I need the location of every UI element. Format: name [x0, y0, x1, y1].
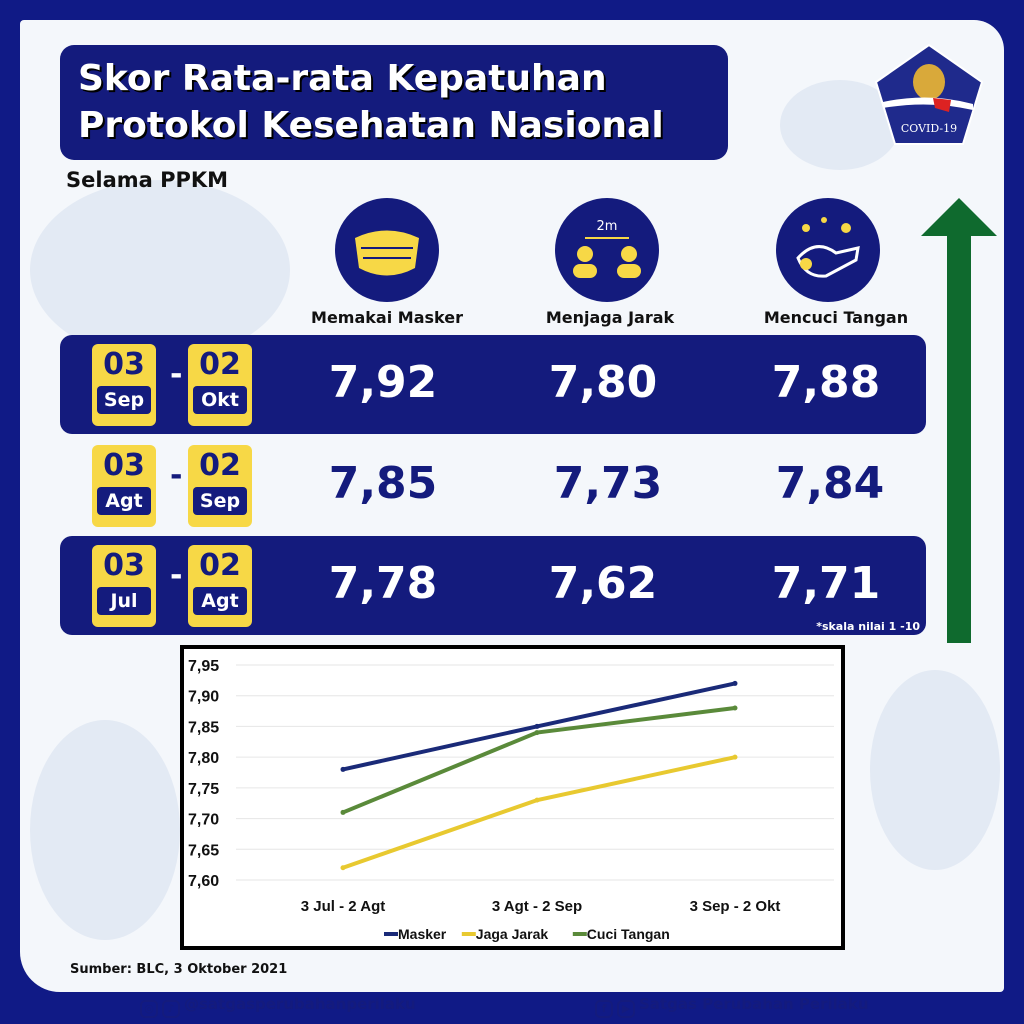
title-box: Skor Rata-rata Kepatuhan Protokol Keseha… [60, 45, 728, 160]
distance-label: 2m [597, 219, 618, 234]
scale-note: *skala nilai 1 -10 [816, 620, 920, 633]
instagram-icon[interactable]: ◎ [140, 1000, 158, 1018]
dash: - [170, 458, 183, 493]
day: 02 [199, 347, 241, 382]
date-to: 02 Sep [188, 445, 252, 527]
line-chart: 7,95 7,90 7,85 7,80 7,75 7,70 7,65 7,60 3 Jul - … [180, 645, 845, 950]
footer-social-left[interactable]: ◎ ♪ @satgasperubahanperilaku [140, 995, 416, 1018]
tiktok-icon[interactable]: ♪ [162, 1000, 180, 1018]
day: 02 [199, 448, 241, 483]
date-from: 03 Agt [92, 445, 156, 527]
data-point [732, 754, 738, 760]
month: Agt [193, 587, 247, 615]
day: 03 [103, 347, 145, 382]
footer-social-right[interactable]: f ▶ Satgas Perubahan Perilaku [595, 995, 869, 1018]
data-point [534, 723, 540, 729]
table-row: 03 Sep - 02 Okt 7,92 7,80 7,88 [60, 335, 926, 434]
table-row: 03 Agt - 02 Sep 7,85 7,73 7,84 [60, 436, 926, 535]
value-masker: 7,85 [328, 458, 438, 509]
date-from: 03 Sep [92, 344, 156, 426]
column-label-jarak: Menjaga Jarak [545, 308, 675, 327]
up-arrow-icon [921, 198, 997, 643]
y-tick-label: 7,95 [188, 658, 219, 675]
y-tick-label: 7,85 [188, 719, 219, 736]
data-point [732, 680, 738, 686]
title-line-2: Protokol Kesehatan Nasional [78, 105, 664, 146]
value-jarak: 7,62 [548, 558, 658, 609]
value-jarak: 7,73 [553, 458, 663, 509]
distance-icon: 2m [555, 198, 659, 302]
value-jarak: 7,80 [548, 357, 658, 408]
series-line-cuci-tangan [342, 706, 736, 815]
y-tick-label: 7,90 [188, 689, 219, 706]
month: Jul [97, 587, 151, 615]
day: 03 [103, 448, 145, 483]
facebook-icon[interactable]: f [595, 1000, 613, 1018]
x-tick-label: 3 Agt - 2 Sep [492, 898, 582, 915]
value-masker: 7,92 [328, 357, 438, 408]
date-to: 02 Okt [188, 344, 252, 426]
data-point [340, 766, 346, 772]
date-to: 02 Agt [188, 545, 252, 627]
legend-label: Jaga Jarak [476, 926, 549, 942]
month: Agt [97, 487, 151, 515]
instagram-handle[interactable]: @satgasperubahanperilaku [184, 995, 416, 1013]
day: 03 [103, 548, 145, 583]
channel-name[interactable]: Satgas Perubahan Perilaku [639, 995, 869, 1013]
column-label-masker: Memakai Masker [311, 308, 463, 327]
data-point [340, 809, 346, 815]
data-point [534, 797, 540, 803]
series-line-jaga-jarak [342, 755, 736, 870]
value-tangan: 7,84 [775, 458, 885, 509]
value-masker: 7,78 [328, 558, 438, 609]
youtube-icon[interactable]: ▶ [617, 1000, 635, 1018]
value-tangan: 7,88 [771, 357, 881, 408]
data-point [340, 865, 346, 871]
title-line-1: Skor Rata-rata Kepatuhan [78, 58, 607, 99]
y-tick-label: 7,70 [188, 812, 219, 829]
y-tick-label: 7,65 [188, 842, 219, 859]
satgas-covid19-logo: COVID-19 [874, 43, 984, 145]
month: Sep [193, 487, 247, 515]
month: Sep [97, 386, 151, 414]
chart-svg: 7,95 7,90 7,85 7,80 7,75 7,70 7,65 7,60 3 Jul - … [188, 658, 834, 942]
legend-label: Masker [398, 926, 447, 942]
y-tick-label: 7,60 [188, 873, 219, 890]
subtitle: Selama PPKM [66, 168, 229, 192]
table-row: 03 Jul - 02 Agt 7,78 7,62 7,71 *skala nila… [60, 536, 926, 635]
month: Okt [193, 386, 247, 414]
date-from: 03 Jul [92, 545, 156, 627]
handwash-icon [776, 198, 880, 302]
source-note: Sumber: BLC, 3 Oktober 2021 [70, 962, 288, 977]
svg-text:COVID-19: COVID-19 [901, 122, 957, 135]
dash: - [170, 357, 183, 392]
dash: - [170, 558, 183, 593]
data-point [732, 705, 738, 711]
data-point [534, 730, 540, 736]
y-tick-label: 7,80 [188, 750, 219, 767]
x-tick-label: 3 Sep - 2 Okt [690, 898, 781, 915]
column-label-tangan: Mencuci Tangan [763, 308, 909, 327]
value-tangan: 7,71 [771, 558, 881, 609]
day: 02 [199, 548, 241, 583]
y-tick-label: 7,75 [188, 781, 219, 798]
mask-icon [335, 198, 439, 302]
x-tick-label: 3 Jul - 2 Agt [301, 898, 385, 915]
legend-label: Cuci Tangan [587, 926, 670, 942]
